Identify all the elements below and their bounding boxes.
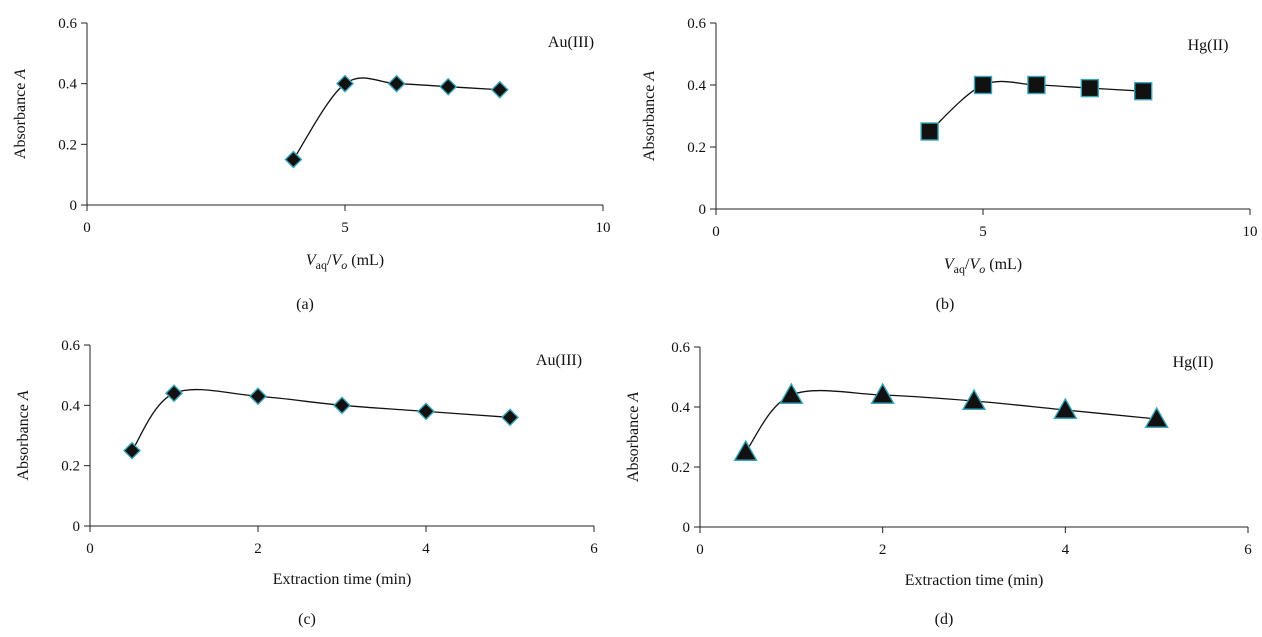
y-tick-label: 0.6: [58, 16, 77, 32]
series-annotation: Hg(II): [1188, 37, 1229, 54]
y-tick-label: 0.6: [671, 340, 690, 356]
data-point: [870, 382, 895, 404]
data-point: [973, 75, 993, 95]
x-tick-label: 10: [1243, 224, 1258, 240]
y-tick-label: 0: [73, 519, 81, 535]
y-axis-label: Absorbance A: [641, 71, 658, 161]
x-tick-label: 2: [254, 541, 262, 557]
data-point: [387, 74, 406, 93]
panel-caption: (c): [298, 611, 316, 628]
data-point: [165, 384, 183, 403]
x-tick-label: 6: [590, 541, 598, 557]
data-point: [249, 387, 267, 406]
y-tick-label: 0.6: [61, 338, 80, 354]
chart-panel-b: 0 0.2 0.4 0.6 0 5 10 Absorbance A Vaq/Vo (mL) Hg(…: [641, 16, 1258, 313]
series-annotation: Au(III): [548, 34, 594, 51]
y-tick-label: 0.4: [58, 77, 77, 93]
x-tick-label: 4: [1062, 542, 1070, 558]
panel-caption: (a): [296, 296, 314, 313]
y-tick-label: 0.6: [687, 16, 706, 32]
y-tick-label: 0: [699, 202, 707, 218]
y-tick-label: 0: [683, 520, 691, 536]
panel-caption: (b): [936, 296, 955, 313]
x-axis-label: Vaq/Vo (mL): [306, 252, 384, 272]
y-tick-label: 0.2: [687, 140, 706, 156]
data-point: [920, 122, 939, 141]
x-tick-label: 10: [596, 220, 611, 236]
data-point: [733, 439, 758, 461]
data-point: [1053, 397, 1078, 419]
x-tick-label: 4: [422, 541, 430, 557]
x-tick-label: 5: [979, 224, 987, 240]
data-point: [1133, 81, 1153, 101]
data-point: [439, 77, 458, 96]
x-tick-label: 5: [341, 220, 349, 236]
y-axis-label: Absorbance A: [625, 392, 642, 482]
x-tick-label: 0: [86, 541, 94, 557]
chart-panel-d: 0 0.2 0.4 0.6 0 2 4 6 Absorbance A Extraction tim…: [625, 340, 1252, 628]
y-tick-label: 0.2: [58, 137, 77, 153]
x-axis-label: Extraction time (min): [905, 572, 1044, 589]
data-point: [1144, 406, 1169, 428]
x-axis-label: Vaq/Vo (mL): [944, 256, 1022, 276]
data-point: [961, 388, 987, 410]
series-annotation: Hg(II): [1173, 354, 1214, 371]
x-tick-label: 0: [712, 224, 720, 240]
series-line: [745, 389, 1157, 453]
data-point: [333, 396, 351, 415]
data-point: [1027, 75, 1046, 95]
x-tick-label: 0: [83, 220, 91, 236]
data-point: [284, 150, 303, 169]
y-axis-label: Absorbance A: [15, 390, 32, 480]
x-tick-label: 0: [696, 542, 704, 558]
panel-caption: (d): [935, 611, 954, 628]
series-line: [131, 388, 511, 451]
y-tick-label: 0: [70, 198, 78, 214]
y-axis-label: Absorbance A: [12, 69, 29, 159]
data-point: [336, 74, 354, 93]
x-tick-label: 2: [879, 542, 887, 558]
chart-panel-a: 0 0.2 0.4 0.6 0 5 10 Absorbance A Vaq/Vo (mL) Au(…: [12, 16, 611, 313]
data-point: [779, 382, 804, 404]
data-point: [1080, 78, 1100, 98]
data-point: [490, 80, 509, 99]
y-tick-label: 0.4: [687, 78, 706, 94]
y-tick-label: 0.4: [671, 400, 690, 416]
y-tick-label: 0.2: [671, 460, 690, 476]
data-point: [501, 408, 519, 427]
x-axis-label: Extraction time (min): [273, 571, 412, 588]
y-tick-label: 0.4: [61, 398, 80, 414]
data-point: [417, 402, 435, 421]
x-tick-label: 6: [1244, 542, 1252, 558]
chart-panel-c: 0 0.2 0.4 0.6 0 2 4 6 Absorbance A Extraction tim…: [15, 338, 598, 628]
data-point: [123, 441, 141, 460]
y-tick-label: 0.2: [61, 459, 80, 475]
series-annotation: Au(III): [536, 352, 582, 369]
